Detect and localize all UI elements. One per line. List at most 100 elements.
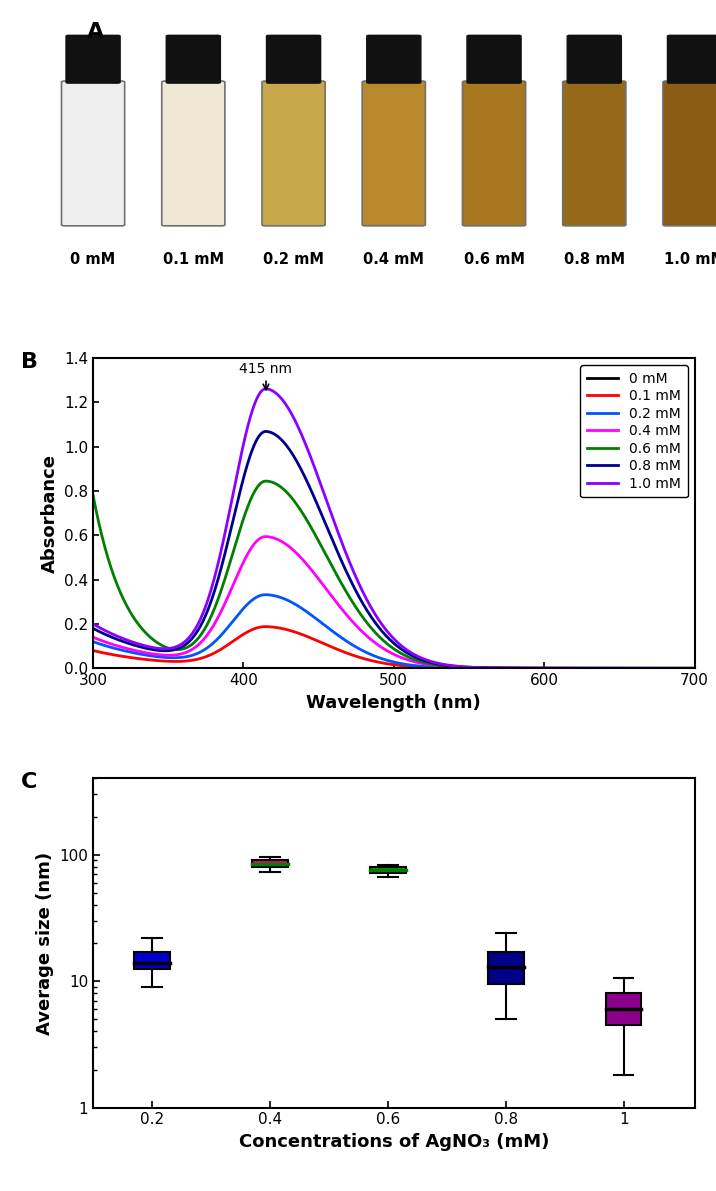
FancyBboxPatch shape bbox=[463, 81, 526, 226]
0.8 mM bbox=[126, 637, 135, 651]
0 mM bbox=[690, 661, 699, 675]
0.4 mM bbox=[473, 661, 481, 675]
0.2 mM bbox=[89, 635, 97, 649]
Line: 0.2 mM: 0.2 mM bbox=[93, 594, 695, 668]
0.6 mM bbox=[607, 661, 616, 675]
0.8 mM bbox=[607, 661, 616, 675]
0.1 mM bbox=[546, 661, 554, 675]
FancyBboxPatch shape bbox=[362, 81, 425, 226]
Text: 0.8 mM: 0.8 mM bbox=[563, 252, 625, 267]
X-axis label: Concentrations of AgNO₃ (mM): Concentrations of AgNO₃ (mM) bbox=[238, 1133, 549, 1151]
0.1 mM bbox=[89, 643, 97, 657]
0.6 mM bbox=[455, 660, 463, 674]
0.6 mM bbox=[690, 661, 699, 675]
0.1 mM bbox=[690, 661, 699, 675]
Polygon shape bbox=[488, 952, 523, 984]
1.0 mM bbox=[690, 661, 699, 675]
0.8 mM bbox=[261, 424, 270, 438]
Text: 415 nm: 415 nm bbox=[239, 362, 293, 389]
0.4 mM bbox=[89, 630, 97, 644]
1.0 mM bbox=[455, 660, 463, 674]
0 mM bbox=[545, 661, 553, 675]
Y-axis label: Average size (nm): Average size (nm) bbox=[36, 852, 54, 1035]
0.2 mM bbox=[473, 661, 481, 675]
1.0 mM bbox=[546, 661, 554, 675]
0.6 mM bbox=[262, 474, 271, 488]
Text: 1.0 mM: 1.0 mM bbox=[664, 252, 716, 267]
0.1 mM bbox=[473, 661, 481, 675]
Text: 0.6 mM: 0.6 mM bbox=[463, 252, 525, 267]
0.8 mM bbox=[473, 661, 481, 675]
0.4 mM bbox=[261, 530, 270, 544]
Line: 0.6 mM: 0.6 mM bbox=[93, 481, 695, 668]
0 mM bbox=[438, 661, 447, 675]
Text: A: A bbox=[87, 23, 105, 43]
FancyBboxPatch shape bbox=[266, 36, 321, 83]
0.2 mM bbox=[261, 587, 270, 601]
Text: 0.2 mM: 0.2 mM bbox=[263, 252, 324, 267]
Polygon shape bbox=[370, 867, 405, 873]
1.0 mM bbox=[126, 634, 135, 648]
0.1 mM bbox=[261, 619, 270, 634]
Line: 0.8 mM: 0.8 mM bbox=[93, 431, 695, 668]
0.2 mM bbox=[455, 661, 463, 675]
FancyBboxPatch shape bbox=[663, 81, 716, 226]
1.0 mM bbox=[473, 660, 481, 674]
0 mM bbox=[454, 661, 463, 675]
Polygon shape bbox=[606, 993, 642, 1025]
1.0 mM bbox=[439, 657, 448, 672]
1.0 mM bbox=[261, 381, 270, 395]
0.2 mM bbox=[439, 660, 448, 674]
0.1 mM bbox=[126, 650, 135, 665]
Polygon shape bbox=[135, 952, 170, 968]
0.4 mM bbox=[546, 661, 554, 675]
0.1 mM bbox=[607, 661, 616, 675]
0.2 mM bbox=[607, 661, 616, 675]
0 mM bbox=[89, 661, 97, 675]
0 mM bbox=[126, 661, 135, 675]
0.2 mM bbox=[546, 661, 554, 675]
1.0 mM bbox=[607, 661, 616, 675]
0.8 mM bbox=[439, 657, 448, 672]
0 mM bbox=[472, 661, 480, 675]
0.4 mM bbox=[126, 642, 135, 656]
0.6 mM bbox=[89, 488, 97, 503]
Line: 0.1 mM: 0.1 mM bbox=[93, 626, 695, 668]
FancyBboxPatch shape bbox=[367, 36, 421, 83]
Legend: 0 mM, 0.1 mM, 0.2 mM, 0.4 mM, 0.6 mM, 0.8 mM, 1.0 mM: 0 mM, 0.1 mM, 0.2 mM, 0.4 mM, 0.6 mM, 0.… bbox=[580, 364, 687, 498]
0.8 mM bbox=[455, 660, 463, 674]
FancyBboxPatch shape bbox=[567, 36, 621, 83]
0.4 mM bbox=[455, 660, 463, 674]
Polygon shape bbox=[252, 860, 288, 867]
FancyBboxPatch shape bbox=[262, 81, 325, 226]
Line: 1.0 mM: 1.0 mM bbox=[93, 388, 695, 668]
FancyBboxPatch shape bbox=[667, 36, 716, 83]
0.8 mM bbox=[546, 661, 554, 675]
FancyBboxPatch shape bbox=[467, 36, 521, 83]
0.6 mM bbox=[126, 604, 135, 618]
X-axis label: Wavelength (nm): Wavelength (nm) bbox=[306, 693, 481, 712]
FancyBboxPatch shape bbox=[66, 36, 120, 83]
0.4 mM bbox=[439, 659, 448, 673]
FancyBboxPatch shape bbox=[166, 36, 221, 83]
Text: 0 mM: 0 mM bbox=[70, 252, 116, 267]
0.1 mM bbox=[439, 661, 448, 675]
Line: 0.4 mM: 0.4 mM bbox=[93, 537, 695, 668]
FancyBboxPatch shape bbox=[62, 81, 125, 226]
0.6 mM bbox=[546, 661, 554, 675]
0.8 mM bbox=[89, 622, 97, 636]
Text: 0.4 mM: 0.4 mM bbox=[363, 252, 425, 267]
0.6 mM bbox=[473, 661, 481, 675]
0.8 mM bbox=[690, 661, 699, 675]
0.6 mM bbox=[439, 659, 448, 673]
0.2 mM bbox=[690, 661, 699, 675]
Text: 0.1 mM: 0.1 mM bbox=[163, 252, 224, 267]
0 mM bbox=[606, 661, 615, 675]
1.0 mM bbox=[89, 617, 97, 631]
Y-axis label: Absorbance: Absorbance bbox=[40, 454, 59, 573]
0.1 mM bbox=[455, 661, 463, 675]
0.2 mM bbox=[126, 644, 135, 659]
0.4 mM bbox=[690, 661, 699, 675]
Text: C: C bbox=[21, 772, 37, 792]
0.4 mM bbox=[607, 661, 616, 675]
